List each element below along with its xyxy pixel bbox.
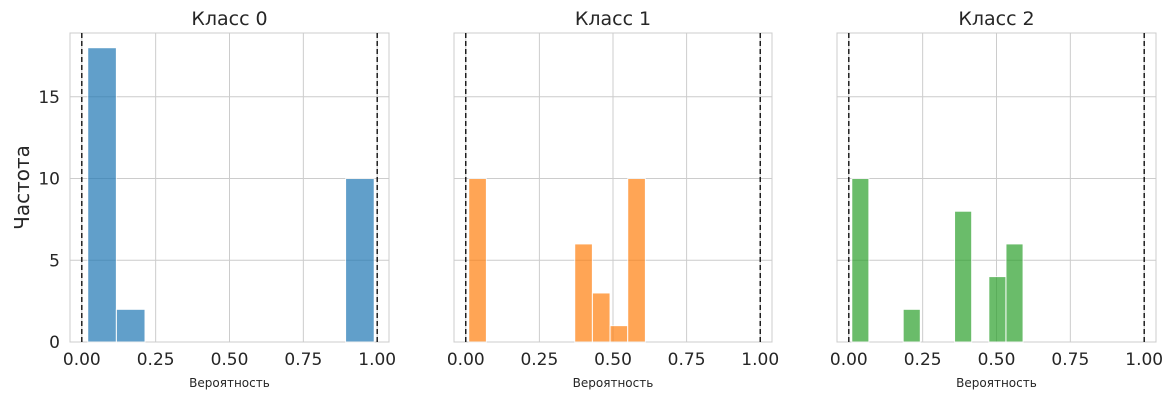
x-tick-label: 0.50	[211, 350, 249, 370]
histogram-bar	[1005, 243, 1024, 343]
histogram-bar	[609, 325, 629, 343]
histogram-bar	[591, 292, 611, 343]
histogram-bar	[902, 308, 921, 343]
x-tick-label: 0.50	[978, 350, 1016, 370]
panel-class-2: 0.00 0.25 0.50 0.75 1.00 Класс 2 Вероятность	[830, 8, 1163, 390]
histogram-bar	[988, 276, 1007, 343]
plot-frame	[69, 32, 390, 343]
histogram-bar	[468, 178, 487, 343]
panel-title: Класс 0	[191, 8, 267, 30]
x-axis-label: Вероятность	[956, 376, 1037, 390]
panel-title: Класс 2	[958, 8, 1034, 30]
histogram-bar	[851, 178, 870, 343]
panel-class-1: 0.00 0.25 0.50 0.75 1.00 Класс 1 Вероятность	[447, 8, 779, 390]
histogram-bar	[87, 47, 117, 343]
y-tick-label: 10	[38, 170, 60, 190]
y-tick-label: 5	[49, 251, 60, 271]
x-tick-label: 0.25	[520, 350, 558, 370]
x-tick-label: 0.75	[668, 350, 706, 370]
x-tick-label: 1.00	[358, 350, 396, 370]
histogram-bar	[574, 243, 593, 343]
panel-class-0: 0.00 0.25 0.50 0.75 1.00 0 5 10 15 Класс 0 Вероятн…	[10, 8, 396, 390]
x-axis-label: Вероятность	[573, 376, 654, 390]
histogram-bar	[345, 178, 375, 343]
x-tick-label: 0.00	[63, 350, 101, 370]
histogram-bar	[627, 178, 646, 343]
x-tick-label: 0.00	[830, 350, 868, 370]
x-tick-label: 1.00	[1125, 350, 1163, 370]
y-axis-label: Частота	[10, 145, 34, 230]
histogram-bar	[115, 308, 146, 343]
y-tick-label: 15	[38, 88, 60, 108]
x-tick-label: 0.25	[904, 350, 942, 370]
x-tick-label: 0.50	[594, 350, 632, 370]
x-tick-label: 0.75	[284, 350, 322, 370]
panel-title: Класс 1	[575, 8, 651, 30]
y-tick-label: 0	[49, 333, 60, 353]
x-tick-label: 0.75	[1051, 350, 1089, 370]
x-tick-label: 0.25	[137, 350, 175, 370]
x-tick-label: 0.00	[447, 350, 485, 370]
x-tick-label: 1.00	[741, 350, 779, 370]
histogram-bar	[954, 210, 973, 343]
x-axis-label: Вероятность	[189, 376, 270, 390]
